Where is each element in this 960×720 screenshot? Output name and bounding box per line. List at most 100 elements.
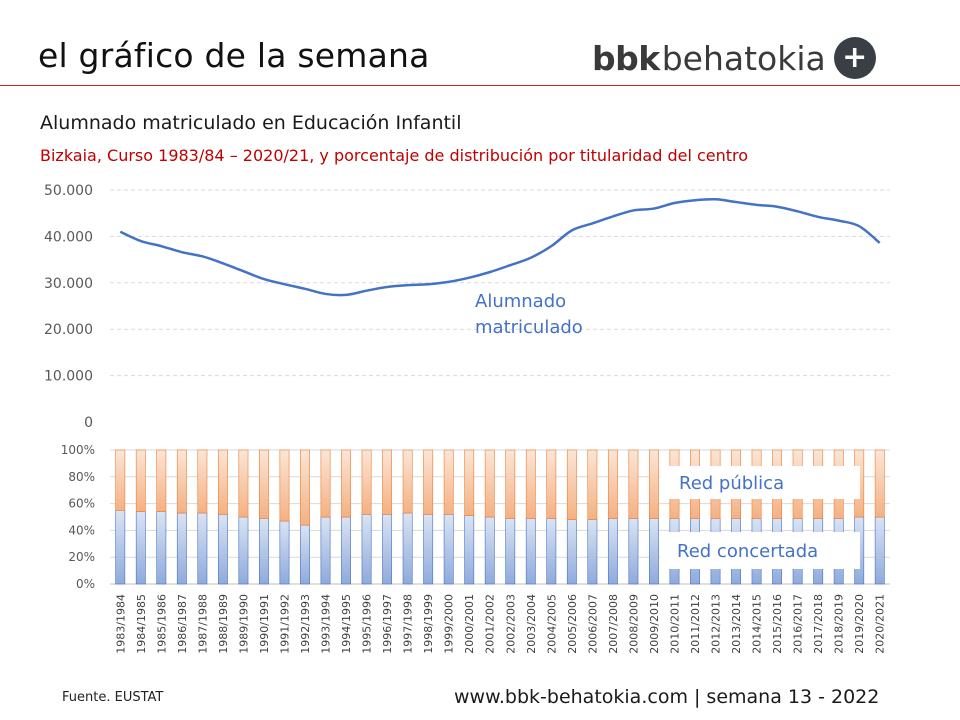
label-box-public xyxy=(660,466,860,499)
footer-site: www.bbk-behatokia.com | semana 13 - 2022 xyxy=(454,686,880,708)
x-tick-label: 1999/2000 xyxy=(443,594,456,654)
x-tick-label: 1995/1996 xyxy=(361,594,374,654)
bar-segment-publica xyxy=(217,449,228,515)
page-title: el gráfico de la semana xyxy=(38,36,430,75)
x-tick-label: 1988/1989 xyxy=(217,594,230,654)
bar-segment-concertada xyxy=(259,518,269,585)
bar-segment-publica xyxy=(587,449,598,520)
x-tick-label: 2018/2019 xyxy=(833,594,846,654)
bar-segment-publica xyxy=(443,449,454,515)
chart-subtitle: Bizkaia, Curso 1983/84 – 2020/21, y porc… xyxy=(40,146,749,165)
line-y-tick-label: 10.000 xyxy=(44,369,93,385)
bar-segment-publica xyxy=(402,449,413,514)
x-tick-label: 2010/2011 xyxy=(668,594,681,654)
line-y-tick-label: 50.000 xyxy=(44,183,93,199)
x-tick-label: 1996/1997 xyxy=(381,594,394,654)
bar-segment-concertada xyxy=(382,514,393,585)
bar-y-tick-label: 80% xyxy=(68,470,95,484)
brand-logo-light: behatokia xyxy=(661,38,826,78)
bar-chart-y-ticks: 0% 20% 40% 60% 80% 100% xyxy=(61,443,95,591)
bar-segment-concertada xyxy=(505,518,516,585)
bar-segment-concertada xyxy=(361,514,372,585)
bar-segment-publica xyxy=(464,449,475,516)
bar-segment-publica xyxy=(361,449,372,515)
bar-segment-publica xyxy=(300,449,310,526)
bar-segment-concertada xyxy=(402,512,413,585)
bar-segment-publica xyxy=(566,449,577,520)
bar-segment-concertada xyxy=(197,512,208,585)
bar-segment-concertada xyxy=(443,514,454,585)
x-tick-label: 1990/1991 xyxy=(258,594,271,654)
bar-segment-concertada xyxy=(115,509,126,585)
bar-segment-publica xyxy=(484,449,495,518)
bar-segment-concertada xyxy=(484,516,495,585)
line-chart-y-ticks: 0 10.000 20.000 30.000 40.000 50.000 xyxy=(44,183,93,431)
bar-segment-concertada xyxy=(300,524,310,585)
bar-segment-concertada xyxy=(176,512,187,585)
bar-segment-publica xyxy=(607,449,618,519)
bar-segment-concertada xyxy=(649,518,659,585)
x-tick-label: 2020/2021 xyxy=(874,594,887,654)
header-divider xyxy=(0,85,960,86)
bar-segment-publica xyxy=(874,449,885,518)
x-tick-label: 1993/1994 xyxy=(320,594,333,654)
brand-logo: bbk behatokia + xyxy=(592,36,876,80)
bar-y-tick-label: 40% xyxy=(68,523,95,537)
series-line-alumnado xyxy=(119,197,881,297)
annotations: Alumnado matriculado Red pública Red con… xyxy=(475,291,860,569)
x-tick-label: 2013/2014 xyxy=(730,594,743,654)
bar-segment-publica xyxy=(628,449,639,519)
x-tick-label: 1989/1990 xyxy=(237,594,250,654)
bar-segment-publica xyxy=(279,449,290,522)
x-tick-label: 2005/2006 xyxy=(566,594,579,654)
line-y-tick-label: 20.000 xyxy=(44,322,93,338)
bar-segment-publica xyxy=(341,449,351,518)
x-tick-label: 2006/2007 xyxy=(586,594,599,654)
bar-y-tick-label: 20% xyxy=(68,550,95,564)
x-tick-label: 2002/2003 xyxy=(504,594,517,654)
bar-segment-publica xyxy=(649,449,659,519)
x-tick-label: 1987/1988 xyxy=(196,594,209,654)
x-tick-label: 1994/1995 xyxy=(340,594,353,654)
bar-segment-publica xyxy=(156,449,167,512)
line-y-tick-label: 40.000 xyxy=(44,229,93,245)
brand-logo-bold: bbk xyxy=(592,38,660,78)
bar-segment-concertada xyxy=(464,515,475,585)
plus-icon: + xyxy=(833,37,876,79)
bar-segment-concertada xyxy=(423,514,434,585)
x-tick-label: 1986/1987 xyxy=(176,594,189,654)
x-tick-label: 2016/2017 xyxy=(792,594,805,654)
bar-segment-concertada xyxy=(607,518,618,585)
bar-segment-publica xyxy=(197,449,208,514)
x-axis-ticks: 1983/1984 1984/1985 1985/1986 1986/1987 1987… xyxy=(114,594,886,654)
line-y-tick-label: 30.000 xyxy=(44,276,93,292)
line-chart-grid xyxy=(110,189,890,377)
bar-segment-publica xyxy=(238,449,249,518)
bar-segment-concertada xyxy=(566,519,577,585)
bar-segment-publica xyxy=(259,449,269,519)
bar-segment-concertada xyxy=(279,520,290,585)
bar-y-tick-label: 100% xyxy=(61,443,95,457)
x-tick-label: 2014/2015 xyxy=(751,594,764,654)
line-y-tick-label: 0 xyxy=(84,415,93,431)
bar-segment-publica xyxy=(423,449,434,515)
chart-title: Alumnado matriculado en Educación Infant… xyxy=(40,112,462,134)
bar-segment-concertada xyxy=(217,514,228,585)
bar-segment-concertada xyxy=(587,519,598,585)
chart: 0 10.000 20.000 30.000 40.000 50.000 0% 20% 40%… xyxy=(44,183,890,654)
label-red-publica: Red pública xyxy=(679,473,784,494)
x-tick-label: 2001/2002 xyxy=(484,594,497,654)
bar-segment-concertada xyxy=(320,516,331,585)
bar-segment-publica xyxy=(525,449,536,519)
x-tick-label: 2015/2016 xyxy=(771,594,784,654)
bar-segment-concertada xyxy=(341,516,351,585)
bar-segment-concertada xyxy=(238,516,249,585)
x-tick-label: 1998/1999 xyxy=(422,594,435,654)
bar-y-tick-label: 0% xyxy=(76,577,95,591)
bar-segment-concertada xyxy=(628,518,639,585)
x-tick-label: 1984/1985 xyxy=(135,594,148,654)
bar-segment-publica xyxy=(320,449,331,518)
x-tick-label: 2012/2013 xyxy=(710,594,723,654)
bar-segment-publica xyxy=(115,449,126,511)
x-tick-label: 2009/2010 xyxy=(648,594,661,654)
